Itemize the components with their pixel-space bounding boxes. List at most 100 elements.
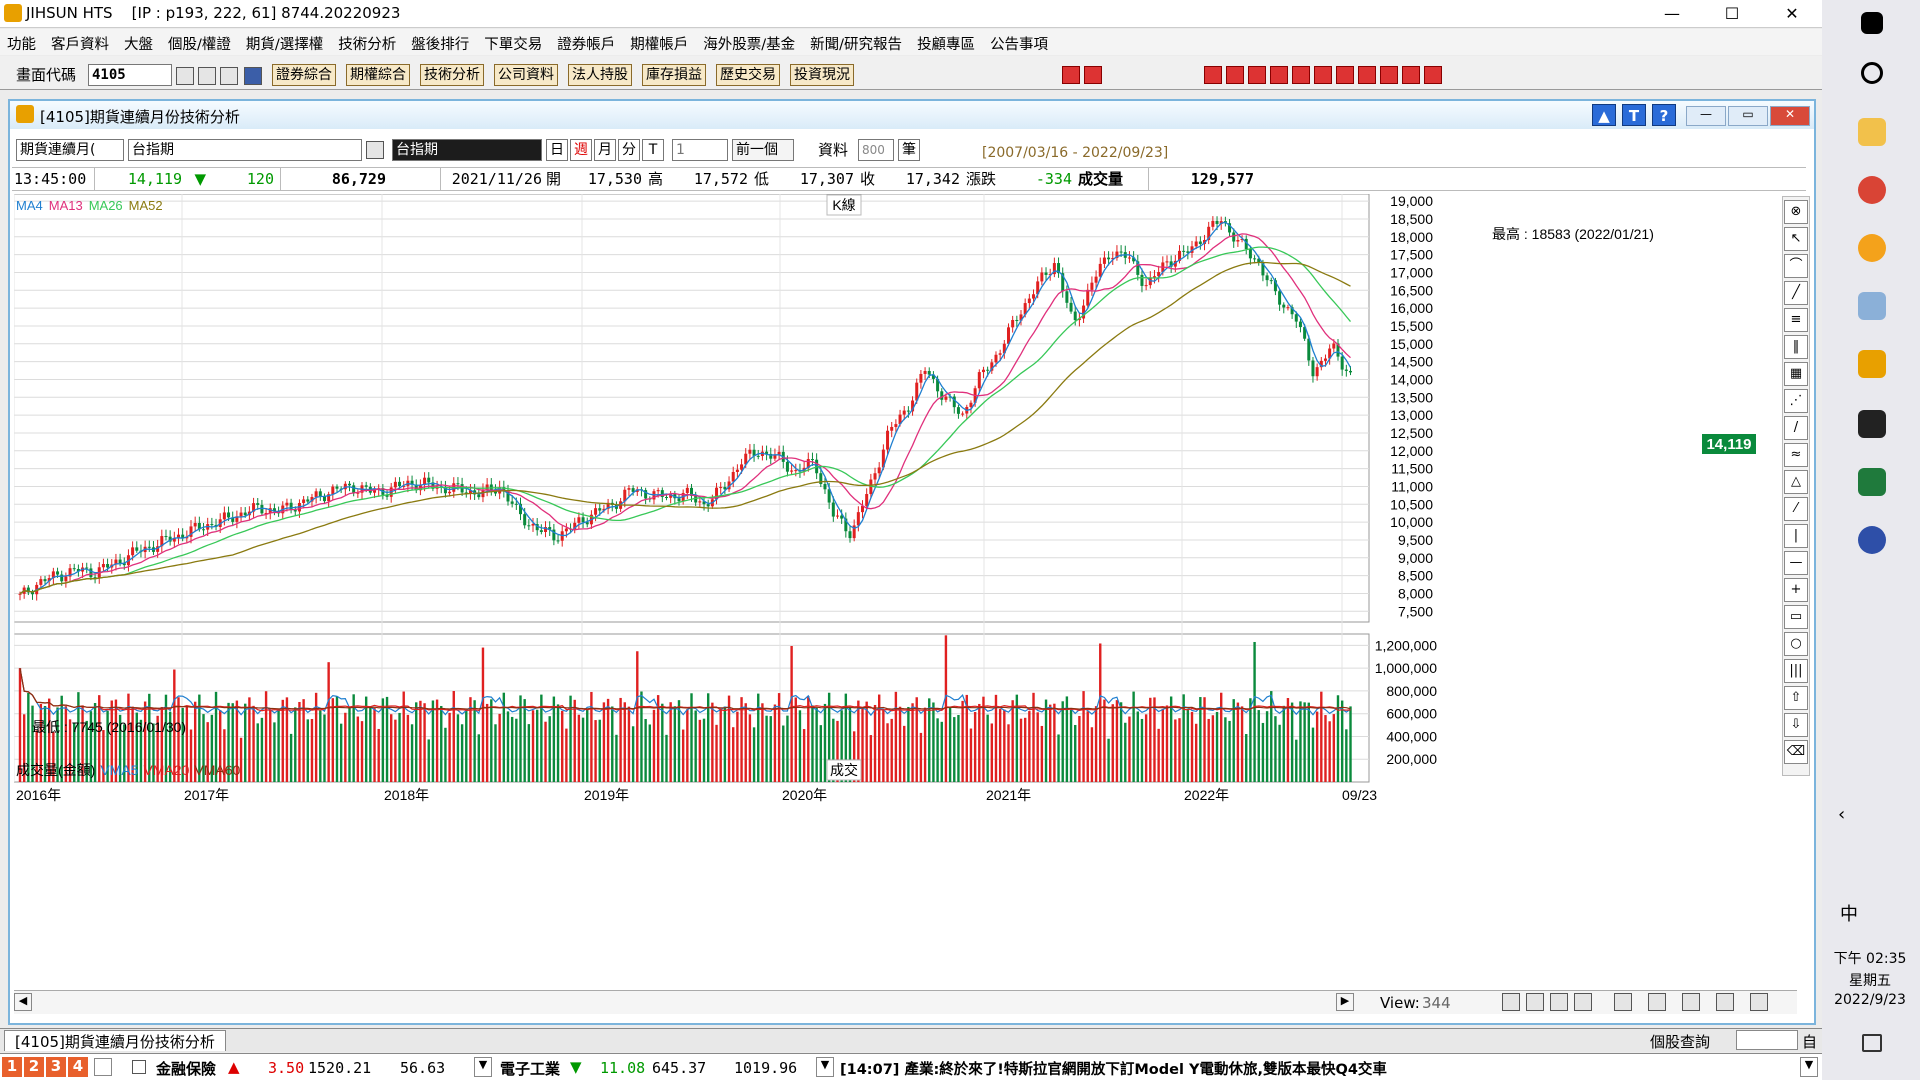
line-icon[interactable]: / [1784, 416, 1808, 440]
menu-item[interactable]: 期貨/選擇權 [245, 37, 324, 53]
slash-icon[interactable]: ⁄ [1784, 497, 1808, 521]
tool-icon[interactable] [1402, 66, 1420, 84]
toolbar-button[interactable]: 投資現況 [790, 64, 854, 86]
file-explorer-icon[interactable] [1858, 118, 1886, 146]
tool-icon[interactable] [1380, 66, 1398, 84]
toolbar-button[interactable]: 庫存損益 [642, 64, 706, 86]
chart-icon[interactable] [220, 67, 238, 85]
menu-item[interactable]: 功能 [7, 37, 36, 53]
dropdown-icon[interactable]: ▼ [1800, 1057, 1818, 1077]
help-icon[interactable]: ? [1652, 104, 1676, 126]
menu-item[interactable]: 新聞/研究報告 [810, 37, 903, 53]
trendline-icon[interactable]: ╱ [1784, 281, 1808, 305]
eraser-icon[interactable]: ⌫ [1784, 740, 1808, 764]
toolbar-button[interactable]: 法人持股 [568, 64, 632, 86]
wave-icon[interactable]: ≈ [1784, 443, 1808, 467]
paint-icon[interactable] [1858, 292, 1886, 320]
search-icon[interactable] [176, 67, 194, 85]
tool-icon[interactable] [1358, 66, 1376, 84]
menu-item[interactable]: 大盤 [124, 37, 153, 53]
down-arrow-icon[interactable]: ⇩ [1784, 713, 1808, 737]
pen-icon[interactable] [1716, 993, 1734, 1011]
grid-icon[interactable]: ▦ [1784, 362, 1808, 386]
chart-scrollbar[interactable]: ◀ ▶ View: 344 [14, 990, 1797, 1014]
symbol-input[interactable]: 台指期 [128, 139, 362, 161]
arc-icon[interactable]: ⌒ [1784, 254, 1808, 278]
magnifier-icon[interactable] [1550, 993, 1568, 1011]
menu-item[interactable]: 個股/權證 [168, 37, 231, 53]
dropdown-icon[interactable]: ▼ [816, 1057, 834, 1077]
self-label[interactable]: 自 [1802, 1033, 1818, 1051]
news-headline[interactable]: [14:07] 產業:終於來了!特斯拉官網開放下訂Model Y電動休旅,雙版本… [840, 1062, 1387, 1078]
clock-time[interactable]: 下午 02:35 [1833, 951, 1907, 967]
close-button[interactable]: ✕ [1785, 4, 1799, 23]
toolbar-button[interactable]: 期權綜合 [346, 64, 410, 86]
period-day[interactable]: 日 [546, 139, 568, 161]
excel-icon[interactable] [1858, 468, 1886, 496]
minimize-button[interactable]: — [1664, 4, 1680, 23]
gear-icon[interactable] [1750, 993, 1768, 1011]
zoom-out-icon[interactable] [1526, 993, 1544, 1011]
menu-item[interactable]: 下單交易 [484, 37, 543, 53]
tool-icon[interactable] [1336, 66, 1354, 84]
indicator-icon[interactable] [1614, 993, 1632, 1011]
series-select[interactable]: 期貨連續月( [16, 139, 124, 161]
tool-icon[interactable] [1204, 66, 1222, 84]
hlines-icon[interactable]: ≡ [1784, 308, 1808, 332]
dropdown-icon[interactable]: ▼ [474, 1057, 492, 1077]
triangle-icon[interactable]: △ [1784, 470, 1808, 494]
folder-icon[interactable] [198, 67, 216, 85]
screen-2-button[interactable]: 2 [24, 1057, 44, 1077]
search-icon[interactable] [366, 141, 384, 159]
flask-icon[interactable] [1858, 526, 1886, 554]
chevron-left-icon[interactable]: ‹ [1838, 804, 1846, 825]
tool-icon[interactable] [1424, 66, 1442, 84]
data-count[interactable]: 800 [858, 139, 894, 161]
text-icon[interactable]: T [1622, 104, 1646, 126]
tool-icon[interactable] [1292, 66, 1310, 84]
fan-icon[interactable]: ⋰ [1784, 389, 1808, 413]
lock-icon[interactable] [94, 1058, 112, 1076]
copy-icon[interactable] [1648, 993, 1666, 1011]
screen-1-button[interactable]: 1 [2, 1057, 22, 1077]
vline-icon[interactable]: | [1784, 524, 1808, 548]
chrome-icon[interactable] [1858, 176, 1886, 204]
tool-icon[interactable] [1314, 66, 1332, 84]
window-tab[interactable]: [4105]期貨連續月份技術分析 [4, 1030, 226, 1051]
period-minute[interactable]: 分 [618, 139, 640, 161]
view-value[interactable]: 344 [1422, 994, 1451, 1012]
period-count[interactable]: 1 [672, 139, 728, 161]
notification-icon[interactable] [1862, 1034, 1882, 1052]
ime-indicator[interactable]: 中 [1840, 904, 1858, 925]
period-tick[interactable]: T [642, 139, 664, 161]
ellipse-icon[interactable]: ○ [1784, 632, 1808, 656]
screen-4-button[interactable]: 4 [68, 1057, 88, 1077]
menu-item[interactable]: 投顧專區 [917, 37, 976, 53]
scroll-left-icon[interactable]: ◀ [14, 993, 32, 1011]
menu-item[interactable]: 公告事項 [990, 37, 1049, 53]
code-input[interactable]: 4105 [88, 64, 172, 86]
tool-icon[interactable] [1248, 66, 1266, 84]
hline-icon[interactable]: — [1784, 551, 1808, 575]
up-arrow-icon[interactable]: ⇧ [1784, 686, 1808, 710]
browser-icon[interactable] [1858, 234, 1886, 262]
menu-item[interactable]: 證券帳戶 [557, 37, 616, 53]
menu-item[interactable]: 盤後排行 [411, 37, 470, 53]
maximize-button[interactable]: ☐ [1724, 4, 1740, 23]
query-input[interactable] [1736, 1030, 1798, 1050]
dropdown-icon[interactable] [244, 67, 262, 85]
child-restore-button[interactable]: ▭ [1728, 106, 1768, 126]
plus-icon[interactable]: + [1784, 578, 1808, 602]
windows-start-icon[interactable] [1861, 12, 1883, 34]
period-week[interactable]: 週 [570, 139, 592, 161]
child-close-button[interactable]: ✕ [1770, 106, 1810, 126]
vlines-icon[interactable]: ‖ [1784, 335, 1808, 359]
table-icon[interactable] [1682, 993, 1700, 1011]
menu-item[interactable]: 期權帳戶 [630, 37, 689, 53]
up-icon[interactable]: ▲ [1592, 104, 1616, 126]
checkbox[interactable] [132, 1060, 146, 1074]
prev-button[interactable]: 前一個 [732, 139, 794, 161]
sticky-notes-icon[interactable] [1858, 410, 1886, 438]
rect-icon[interactable]: ▭ [1784, 605, 1808, 629]
